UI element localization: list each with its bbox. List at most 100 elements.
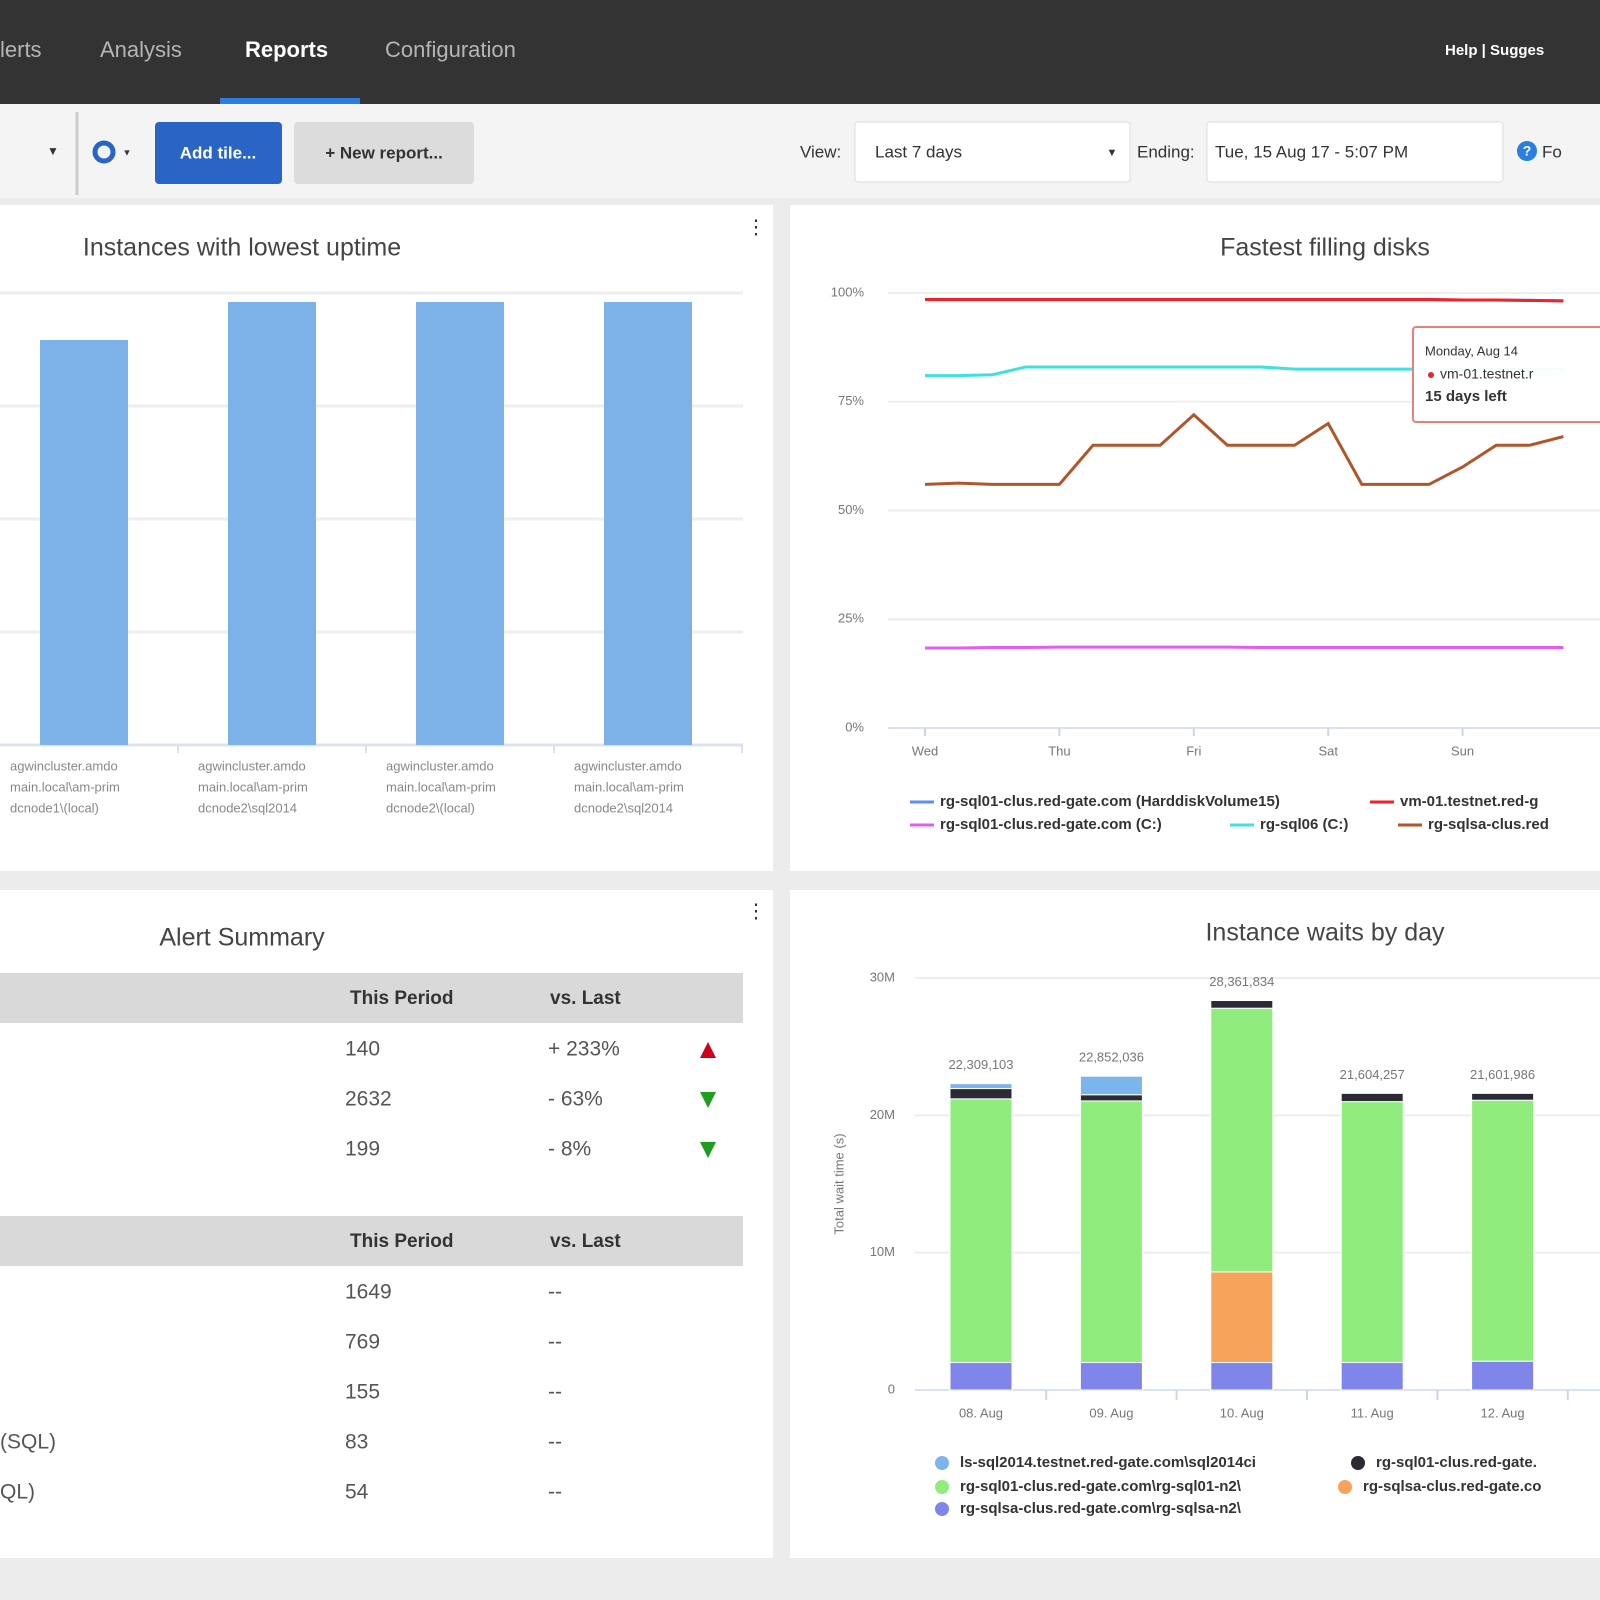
view-select[interactable] <box>854 121 1131 183</box>
y-tick-label: 50% <box>838 502 864 517</box>
y-tick-label: 20M <box>870 1107 895 1122</box>
y-tick-label: 25% <box>838 611 864 626</box>
row-value: 155 <box>345 1381 380 1404</box>
bar <box>40 340 128 745</box>
table-header <box>0 1216 743 1266</box>
row-value: 140 <box>345 1038 380 1061</box>
row-value: 83 <box>345 1431 368 1454</box>
bar-segment <box>1079 1075 1143 1096</box>
nav-item[interactable]: Configuration <box>385 37 516 62</box>
bar-segment <box>949 1088 1013 1100</box>
y-tick-label: 0 <box>888 1381 895 1396</box>
tooltip-series: vm-01.testnet.r <box>1440 366 1534 382</box>
line-series <box>925 298 1564 303</box>
bar-segment <box>1340 1092 1404 1103</box>
row-change: - 8% <box>548 1138 591 1161</box>
y-axis-label: Total wait time (s) <box>831 1133 846 1234</box>
chart-title: Fastest filling disks <box>1220 234 1430 262</box>
line-series <box>925 645 1564 650</box>
total-label: 22,309,103 <box>948 1057 1013 1072</box>
tooltip <box>1412 326 1600 423</box>
ending-value[interactable]: Tue, 15 Aug 17 - 5:07 PM <box>1215 142 1408 161</box>
legend-swatch <box>1351 1456 1365 1470</box>
view-caret[interactable]: ▼ <box>1107 147 1118 159</box>
legend-label[interactable]: vm-01.testnet.red-g <box>1400 793 1538 810</box>
legend-label[interactable]: rg-sql01-clus.red-gate. <box>1376 1454 1537 1471</box>
nav-item[interactable]: Reports <box>245 37 328 62</box>
legend-label[interactable]: rg-sql01-clus.red-gate.com\rg-sql01-n2\ <box>960 1478 1242 1495</box>
view-label: View: <box>800 142 841 161</box>
bar <box>604 302 692 745</box>
row-change: -- <box>548 1281 562 1304</box>
legend-label[interactable]: rg-sqlsa-clus.red <box>1428 816 1549 833</box>
settings-icon[interactable] <box>92 140 116 164</box>
x-tick-label: 08. Aug <box>959 1405 1003 1420</box>
settings-caret[interactable]: ▼ <box>123 147 132 157</box>
row-change: + 233% <box>548 1038 620 1061</box>
bar-segment <box>1210 1007 1274 1273</box>
legend-label[interactable]: rg-sql01-clus.red-gate.com (HarddiskVolu… <box>940 793 1280 810</box>
dropdown-caret[interactable]: ▼ <box>47 144 59 158</box>
row-label: QL) <box>0 1481 35 1504</box>
x-tick-label: agwincluster.amdo <box>574 758 682 773</box>
nav-item[interactable]: Analysis <box>100 37 182 62</box>
bar-segment <box>949 1083 1013 1090</box>
x-tick-label: agwincluster.amdo <box>10 758 118 773</box>
trend-down <box>700 1092 716 1108</box>
legend-label[interactable]: rg-sql06 (C:) <box>1260 816 1348 833</box>
table-header <box>0 973 743 1023</box>
legend-label[interactable]: rg-sqlsa-clus.red-gate.com\rg-sqlsa-n2\ <box>960 1500 1242 1517</box>
bar-segment <box>1210 1271 1274 1364</box>
panel <box>790 890 1600 1558</box>
column-header: This Period <box>350 1231 453 1252</box>
legend-swatch <box>935 1456 949 1470</box>
total-label: 21,604,257 <box>1340 1067 1405 1082</box>
line-series <box>924 412 1564 486</box>
x-tick-label: 10. Aug <box>1220 1405 1264 1420</box>
x-tick-label: 11. Aug <box>1351 1405 1394 1420</box>
x-tick-label: 12. Aug <box>1481 1405 1525 1420</box>
view-value[interactable]: Last 7 days <box>875 142 962 161</box>
bar-segment <box>1210 1362 1274 1391</box>
legend-label[interactable]: ls-sql2014.testnet.red-gate.com\sql2014c… <box>960 1454 1256 1471</box>
y-tick-label: 30M <box>870 969 895 984</box>
row-label: (SQL) <box>0 1431 56 1454</box>
new-report-button[interactable] <box>294 122 474 184</box>
row-change: -- <box>548 1381 562 1404</box>
row-change: - 63% <box>548 1088 603 1111</box>
legend-label[interactable]: rg-sql01-clus.red-gate.com (C:) <box>940 816 1162 833</box>
x-tick-label: Sat <box>1318 743 1338 758</box>
x-tick-label: Fri <box>1186 743 1201 758</box>
chart-title: Instances with lowest uptime <box>83 234 401 262</box>
bar-segment <box>1210 1000 1274 1009</box>
ending-label: Ending: <box>1137 142 1195 161</box>
x-tick-label: dcnode1\(local) <box>10 800 99 815</box>
add-tile-label[interactable]: Add tile... <box>180 143 257 162</box>
x-tick-label: Wed <box>912 743 939 758</box>
x-tick-label: 09. Aug <box>1089 1405 1133 1420</box>
ending-input[interactable] <box>1206 121 1504 183</box>
panel <box>790 205 1600 871</box>
panel-menu[interactable]: ⋮ <box>746 900 766 922</box>
trend-down <box>700 1142 716 1158</box>
nav-item[interactable]: lerts <box>0 37 42 62</box>
x-tick-label: main.local\am-prim <box>198 779 308 794</box>
legend-label[interactable]: rg-sqlsa-clus.red-gate.co <box>1363 1478 1541 1495</box>
bar <box>228 302 316 745</box>
bar-segment <box>949 1098 1013 1364</box>
legend-swatch <box>935 1480 949 1494</box>
panel-menu[interactable]: ⋮ <box>746 216 766 238</box>
bar <box>416 302 504 745</box>
bar-segment <box>1471 1099 1535 1362</box>
new-report-label[interactable]: + New report... <box>325 143 443 162</box>
info-icon[interactable] <box>1517 141 1537 161</box>
bar-segment <box>1340 1362 1404 1391</box>
y-tick-label: 75% <box>838 393 864 408</box>
help-link[interactable]: Help | Sugges <box>1445 42 1544 59</box>
info-text[interactable]: Fo <box>1542 142 1562 161</box>
x-tick-label: Thu <box>1048 743 1070 758</box>
chart-title: Instance waits by day <box>1205 919 1445 947</box>
tooltip-dot <box>1428 372 1434 378</box>
add-tile-button[interactable] <box>155 122 282 184</box>
